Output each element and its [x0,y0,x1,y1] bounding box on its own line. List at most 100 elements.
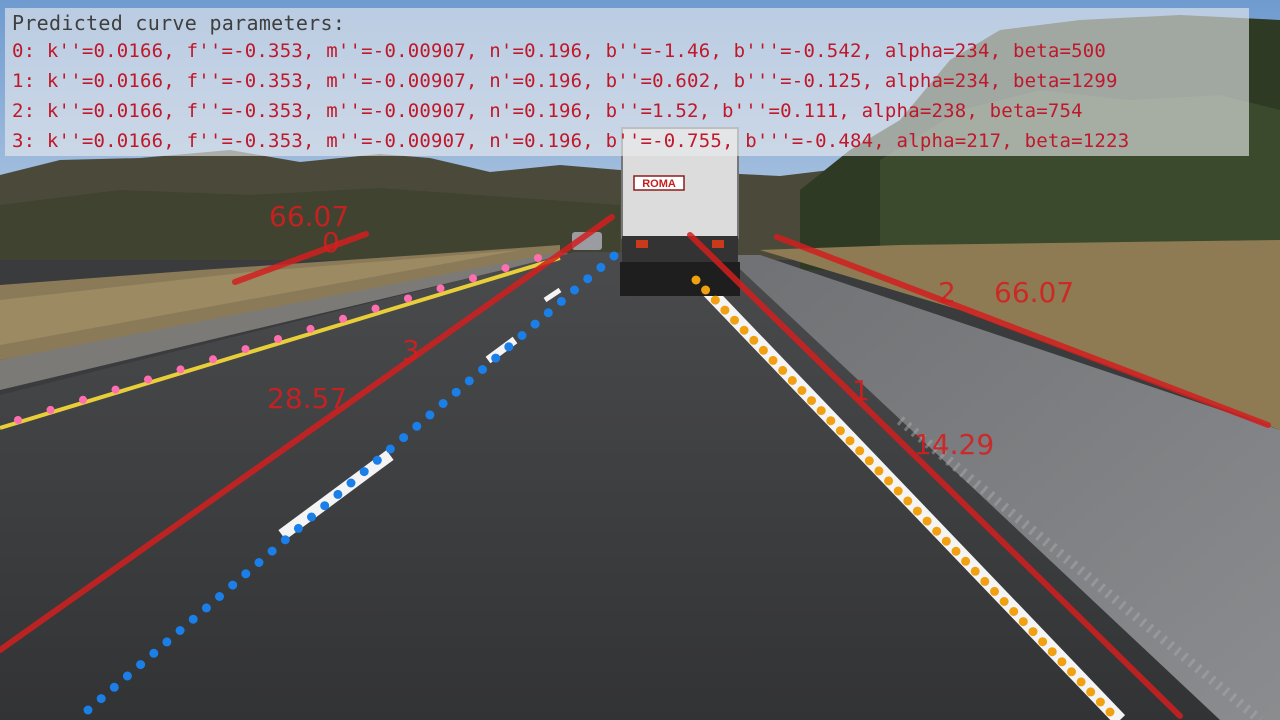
left-lane-dot [209,355,217,364]
white-dash-3 [543,287,562,303]
left-lane-dot [436,284,445,293]
right-lane-dot [1095,697,1105,707]
right-lane-dot [807,396,816,406]
lane-3-index: 3 [402,334,420,367]
right-lane-dot [739,325,749,335]
center-lane-dot [267,546,277,556]
center-lane-dot [504,342,514,352]
right-lane-dot [835,426,845,436]
center-lane-dot [228,580,238,590]
right-lane-dot [701,285,711,295]
center-lane-dot [570,285,579,295]
right-lane-dot [864,456,874,466]
right-lane-dot [1018,617,1028,627]
right-lane-dot [758,345,768,355]
right-lane-dot [855,446,865,456]
right-lane-dot [710,295,720,305]
right-lane-dot [884,476,894,486]
right-lane-dot [1067,667,1076,677]
left-lane-dot [339,314,347,323]
right-lane-dot [922,516,932,526]
center-lane-dot [307,512,316,522]
right-lane-dot [912,506,922,516]
right-lane-dot [1038,637,1048,647]
param-line-0: 0: k''=0.0166, f''=-0.353, m''=-0.00907,… [12,40,1107,62]
center-lane-dot [478,365,487,374]
left-lane-dot [371,304,380,313]
lane-0-index: 0 [322,226,340,259]
center-lane-dot [399,433,409,443]
right-shoulder [725,255,1280,720]
center-lane-dot [96,694,106,704]
lane-2-index: 2 [938,276,956,309]
left-lane-dot [501,264,510,273]
right-grass [760,240,1280,430]
center-lane-dot [583,274,593,284]
right-lane-dot [730,315,739,325]
predicted-lanes [0,214,1271,719]
right-lane-dot [941,536,951,546]
right-lane-dot [816,406,826,416]
right-lane-dot [932,526,942,536]
right-lane-dot [999,597,1009,606]
lane-0-value: 66.07 [269,200,350,233]
center-lane-dot [359,467,369,477]
center-lane-dot [109,682,119,692]
right-lane-dot [1105,707,1115,717]
left-lane-dot [46,405,55,414]
right-lane-dot [990,586,999,596]
lane-2-line [774,234,1271,428]
right-lane-dot [691,275,701,285]
center-lane-dot [215,592,224,601]
left-lane-dot [469,274,477,283]
right-lane-dot [903,496,913,506]
yellow-edge-line [0,256,561,430]
left-lane-dot [176,365,185,374]
left-lane-dot [14,416,22,424]
left-lane-dot [534,254,542,262]
left-grass [0,245,560,360]
center-lane-dot [122,671,132,681]
left-lane-dot [404,294,412,303]
right-lane-dot [980,576,990,586]
lane-1-index: 1 [852,374,870,407]
center-lane-dot [346,478,356,488]
left-lane-dot [79,395,87,404]
center-lane-dot [425,410,435,420]
center-lane-dot [530,319,540,329]
center-lane-dot [201,603,211,613]
left-lane-dot [306,324,315,333]
right-lane-dot [1076,677,1086,687]
lane-2-value: 66.07 [994,276,1075,309]
center-lane-dot [372,455,382,465]
lane-0-line [232,231,369,285]
center-lane-dot [464,376,474,386]
center-lane-dot [596,262,606,272]
param-line-2: 2: k''=0.0166, f''=-0.353, m''=-0.00907,… [12,100,1083,122]
panel-title: Predicted curve parameters: [12,11,346,35]
right-lane-dot [749,335,759,345]
right-lane-dot [961,556,971,566]
left-lane-dot [274,335,282,343]
lane-3-value: 28.57 [267,382,348,415]
center-lane-dot [385,444,395,454]
left-lane-dot [241,345,250,354]
right-lane-dot [768,355,778,365]
center-lane-dot [175,626,185,635]
param-line-1: 1: k''=0.0166, f''=-0.353, m''=-0.00907,… [12,70,1118,92]
center-lane-dot [517,331,527,340]
lane-3-line [0,214,615,653]
center-lane-dot [280,535,290,545]
right-lane-dot [1028,627,1038,637]
left-lane-dot [111,385,120,394]
right-lane-dot [1009,607,1019,616]
param-line-3: 3: k''=0.0166, f''=-0.353, m''=-0.00907,… [12,130,1130,152]
center-lane-dot [451,387,461,397]
center-lane-dot [543,308,553,318]
right-lane-dot [951,546,961,556]
right-lane-dot [874,466,884,476]
center-lane-dot [136,660,146,670]
center-lane-dot [188,614,198,624]
right-lane-dot [826,416,836,426]
center-lane-dot [438,399,448,408]
